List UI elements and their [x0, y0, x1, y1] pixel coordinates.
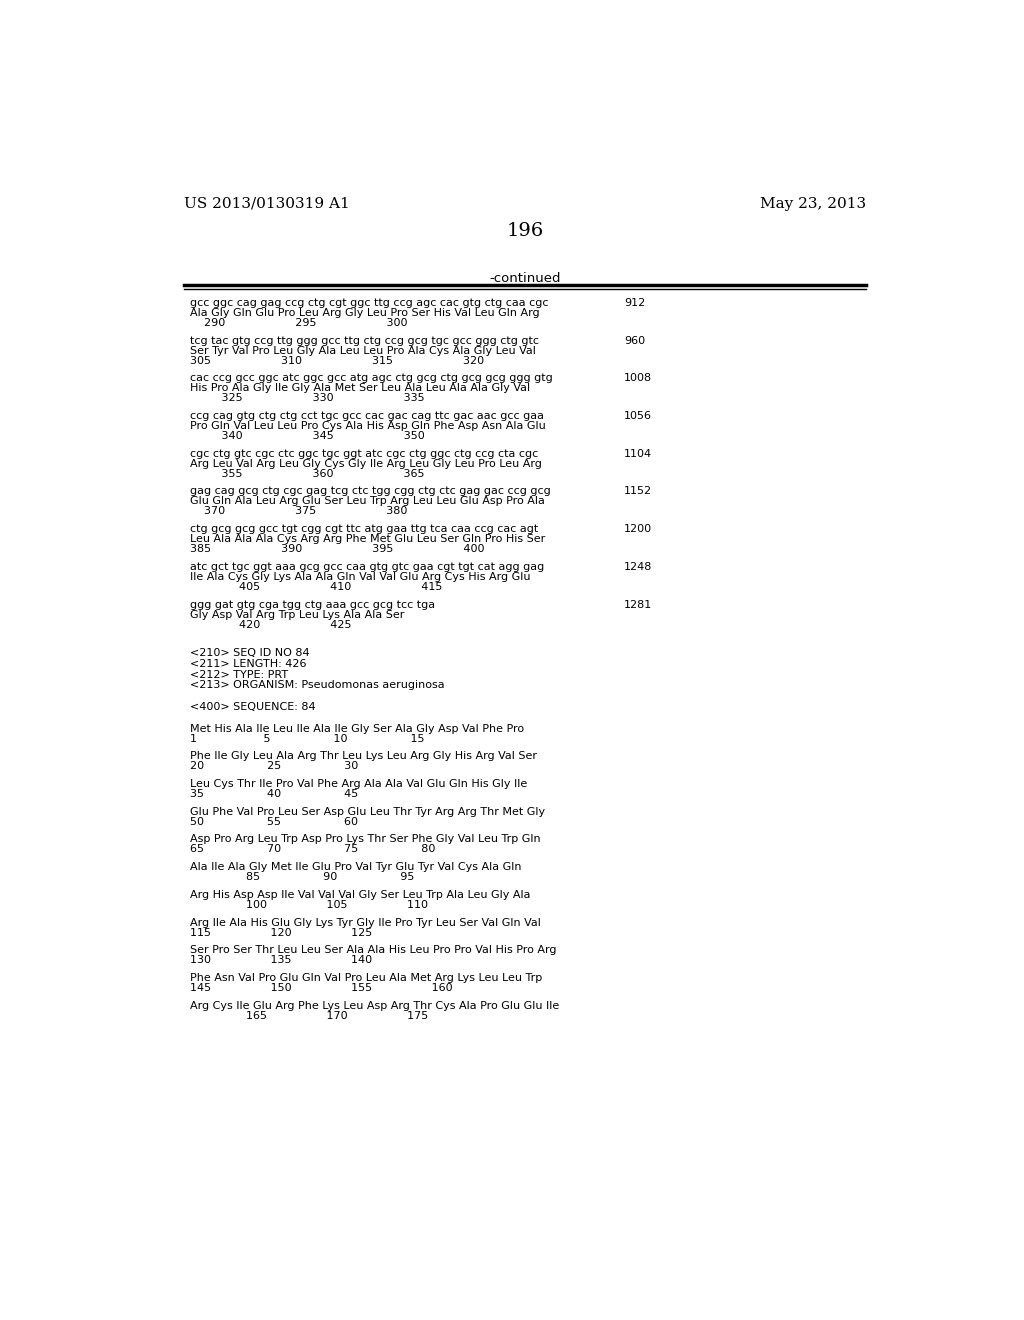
Text: <211> LENGTH: 426: <211> LENGTH: 426 — [190, 659, 306, 669]
Text: ctg gcg gcg gcc tgt cgg cgt ttc atg gaa ttg tca caa ccg cac agt: ctg gcg gcg gcc tgt cgg cgt ttc atg gaa … — [190, 524, 539, 535]
Text: Ala Ile Ala Gly Met Ile Glu Pro Val Tyr Glu Tyr Val Cys Ala Gln: Ala Ile Ala Gly Met Ile Glu Pro Val Tyr … — [190, 862, 521, 873]
Text: atc gct tgc ggt aaa gcg gcc caa gtg gtc gaa cgt tgt cat agg gag: atc gct tgc ggt aaa gcg gcc caa gtg gtc … — [190, 562, 544, 572]
Text: 1152: 1152 — [624, 487, 652, 496]
Text: 65                  70                  75                  80: 65 70 75 80 — [190, 845, 435, 854]
Text: Phe Ile Gly Leu Ala Arg Thr Leu Lys Leu Arg Gly His Arg Val Ser: Phe Ile Gly Leu Ala Arg Thr Leu Lys Leu … — [190, 751, 537, 762]
Text: Ala Gly Gln Glu Pro Leu Arg Gly Leu Pro Ser His Val Leu Gln Arg: Ala Gly Gln Glu Pro Leu Arg Gly Leu Pro … — [190, 308, 540, 318]
Text: 50                  55                  60: 50 55 60 — [190, 817, 358, 826]
Text: gag cag gcg ctg cgc gag tcg ctc tgg cgg ctg ctc gag gac ccg gcg: gag cag gcg ctg cgc gag tcg ctc tgg cgg … — [190, 487, 551, 496]
Text: 20                  25                  30: 20 25 30 — [190, 762, 358, 771]
Text: 420                    425: 420 425 — [190, 619, 351, 630]
Text: 370                    375                    380: 370 375 380 — [190, 507, 408, 516]
Text: 960: 960 — [624, 335, 645, 346]
Text: 355                    360                    365: 355 360 365 — [190, 469, 425, 479]
Text: 340                    345                    350: 340 345 350 — [190, 430, 425, 441]
Text: 1248: 1248 — [624, 562, 652, 572]
Text: cac ccg gcc ggc atc ggc gcc atg agc ctg gcg ctg gcg gcg ggg gtg: cac ccg gcc ggc atc ggc gcc atg agc ctg … — [190, 374, 553, 383]
Text: 1                   5                  10                  15: 1 5 10 15 — [190, 734, 425, 743]
Text: ggg gat gtg cga tgg ctg aaa gcc gcg tcc tga: ggg gat gtg cga tgg ctg aaa gcc gcg tcc … — [190, 599, 435, 610]
Text: Arg Cys Ile Glu Arg Phe Lys Leu Asp Arg Thr Cys Ala Pro Glu Glu Ile: Arg Cys Ile Glu Arg Phe Lys Leu Asp Arg … — [190, 1001, 559, 1011]
Text: tcg tac gtg ccg ttg ggg gcc ttg ctg ccg gcg tgc gcc ggg ctg gtc: tcg tac gtg ccg ttg ggg gcc ttg ctg ccg … — [190, 335, 539, 346]
Text: May 23, 2013: May 23, 2013 — [760, 197, 866, 211]
Text: 912: 912 — [624, 298, 645, 308]
Text: Phe Asn Val Pro Glu Gln Val Pro Leu Ala Met Arg Lys Leu Leu Trp: Phe Asn Val Pro Glu Gln Val Pro Leu Ala … — [190, 973, 543, 983]
Text: <213> ORGANISM: Pseudomonas aeruginosa: <213> ORGANISM: Pseudomonas aeruginosa — [190, 681, 444, 690]
Text: cgc ctg gtc cgc ctc ggc tgc ggt atc cgc ctg ggc ctg ccg cta cgc: cgc ctg gtc cgc ctc ggc tgc ggt atc cgc … — [190, 449, 539, 458]
Text: Arg Ile Ala His Glu Gly Lys Tyr Gly Ile Pro Tyr Leu Ser Val Gln Val: Arg Ile Ala His Glu Gly Lys Tyr Gly Ile … — [190, 917, 541, 928]
Text: Leu Ala Ala Ala Cys Arg Arg Phe Met Glu Leu Ser Gln Pro His Ser: Leu Ala Ala Ala Cys Arg Arg Phe Met Glu … — [190, 535, 545, 544]
Text: 290                    295                    300: 290 295 300 — [190, 318, 408, 327]
Text: Met His Ala Ile Leu Ile Ala Ile Gly Ser Ala Gly Asp Val Phe Pro: Met His Ala Ile Leu Ile Ala Ile Gly Ser … — [190, 723, 524, 734]
Text: Asp Pro Arg Leu Trp Asp Pro Lys Thr Ser Phe Gly Val Leu Trp Gln: Asp Pro Arg Leu Trp Asp Pro Lys Thr Ser … — [190, 834, 541, 845]
Text: 1200: 1200 — [624, 524, 652, 535]
Text: 115                 120                 125: 115 120 125 — [190, 928, 373, 937]
Text: Arg Leu Val Arg Leu Gly Cys Gly Ile Arg Leu Gly Leu Pro Leu Arg: Arg Leu Val Arg Leu Gly Cys Gly Ile Arg … — [190, 459, 542, 469]
Text: -continued: -continued — [489, 272, 560, 285]
Text: ccg cag gtg ctg ctg cct tgc gcc cac gac cag ttc gac aac gcc gaa: ccg cag gtg ctg ctg cct tgc gcc cac gac … — [190, 411, 544, 421]
Text: 130                 135                 140: 130 135 140 — [190, 956, 372, 965]
Text: 325                    330                    335: 325 330 335 — [190, 393, 425, 403]
Text: His Pro Ala Gly Ile Gly Ala Met Ser Leu Ala Leu Ala Ala Gly Val: His Pro Ala Gly Ile Gly Ala Met Ser Leu … — [190, 383, 530, 393]
Text: 85                  90                  95: 85 90 95 — [190, 873, 415, 882]
Text: 100                 105                 110: 100 105 110 — [190, 900, 428, 909]
Text: 145                 150                 155                 160: 145 150 155 160 — [190, 983, 453, 993]
Text: <400> SEQUENCE: 84: <400> SEQUENCE: 84 — [190, 702, 315, 711]
Text: 1104: 1104 — [624, 449, 652, 458]
Text: Ser Tyr Val Pro Leu Gly Ala Leu Leu Pro Ala Cys Ala Gly Leu Val: Ser Tyr Val Pro Leu Gly Ala Leu Leu Pro … — [190, 346, 536, 355]
Text: Ser Pro Ser Thr Leu Leu Ser Ala Ala His Leu Pro Pro Val His Pro Arg: Ser Pro Ser Thr Leu Leu Ser Ala Ala His … — [190, 945, 556, 956]
Text: gcc ggc cag gag ccg ctg cgt ggc ttg ccg agc cac gtg ctg caa cgc: gcc ggc cag gag ccg ctg cgt ggc ttg ccg … — [190, 298, 549, 308]
Text: Glu Phe Val Pro Leu Ser Asp Glu Leu Thr Tyr Arg Arg Thr Met Gly: Glu Phe Val Pro Leu Ser Asp Glu Leu Thr … — [190, 807, 545, 817]
Text: US 2013/0130319 A1: US 2013/0130319 A1 — [183, 197, 349, 211]
Text: 405                    410                    415: 405 410 415 — [190, 582, 442, 591]
Text: 1056: 1056 — [624, 411, 652, 421]
Text: 305                    310                    315                    320: 305 310 315 320 — [190, 355, 484, 366]
Text: <212> TYPE: PRT: <212> TYPE: PRT — [190, 669, 288, 680]
Text: 165                 170                 175: 165 170 175 — [190, 1011, 428, 1020]
Text: Glu Gln Ala Leu Arg Glu Ser Leu Trp Arg Leu Leu Glu Asp Pro Ala: Glu Gln Ala Leu Arg Glu Ser Leu Trp Arg … — [190, 496, 545, 507]
Text: Gly Asp Val Arg Trp Leu Lys Ala Ala Ser: Gly Asp Val Arg Trp Leu Lys Ala Ala Ser — [190, 610, 404, 619]
Text: 35                  40                  45: 35 40 45 — [190, 789, 358, 799]
Text: 1281: 1281 — [624, 599, 652, 610]
Text: <210> SEQ ID NO 84: <210> SEQ ID NO 84 — [190, 648, 309, 659]
Text: 196: 196 — [506, 222, 544, 239]
Text: 1008: 1008 — [624, 374, 652, 383]
Text: Arg His Asp Asp Ile Val Val Val Gly Ser Leu Trp Ala Leu Gly Ala: Arg His Asp Asp Ile Val Val Val Gly Ser … — [190, 890, 530, 900]
Text: Leu Cys Thr Ile Pro Val Phe Arg Ala Ala Val Glu Gln His Gly Ile: Leu Cys Thr Ile Pro Val Phe Arg Ala Ala … — [190, 779, 527, 789]
Text: Ile Ala Cys Gly Lys Ala Ala Gln Val Val Glu Arg Cys His Arg Glu: Ile Ala Cys Gly Lys Ala Ala Gln Val Val … — [190, 572, 530, 582]
Text: 385                    390                    395                    400: 385 390 395 400 — [190, 544, 484, 554]
Text: Pro Gln Val Leu Leu Pro Cys Ala His Asp Gln Phe Asp Asn Ala Glu: Pro Gln Val Leu Leu Pro Cys Ala His Asp … — [190, 421, 546, 430]
